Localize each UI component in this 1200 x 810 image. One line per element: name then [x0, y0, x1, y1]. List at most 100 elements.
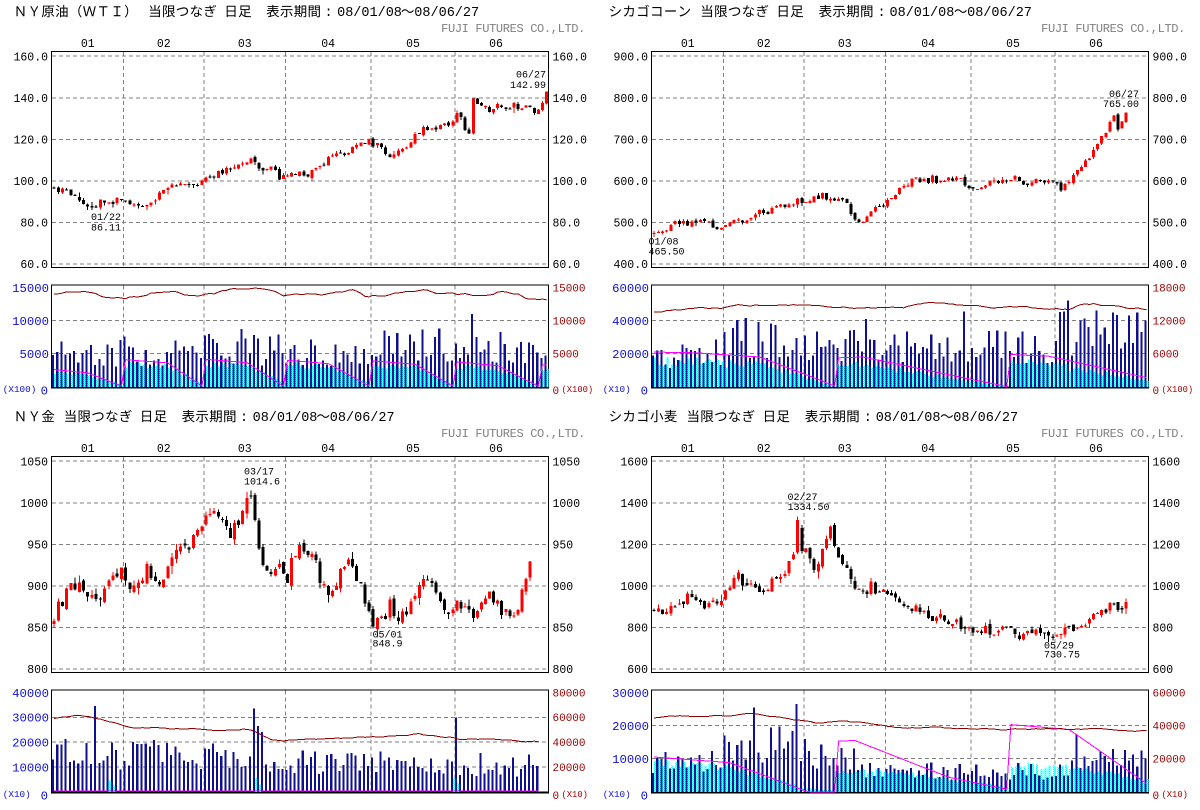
svg-text:1200: 1200	[620, 540, 648, 553]
svg-text:0: 0	[553, 791, 560, 803]
svg-text::: :	[864, 411, 872, 426]
svg-text:01: 01	[81, 443, 95, 456]
svg-text:6000: 6000	[1153, 350, 1179, 362]
svg-text:465.50: 465.50	[649, 248, 685, 259]
svg-text:700.0: 700.0	[1153, 134, 1188, 147]
svg-text:140.0: 140.0	[553, 93, 588, 106]
svg-text:05: 05	[406, 38, 420, 51]
svg-text:800: 800	[553, 664, 574, 677]
svg-text:0: 0	[41, 384, 48, 398]
svg-text:08/06/27: 08/06/27	[330, 411, 395, 426]
svg-text:400.0: 400.0	[613, 259, 648, 272]
svg-text:20000: 20000	[1153, 755, 1186, 767]
svg-text:FUJI FUTURES CO.,LTD.: FUJI FUTURES CO.,LTD.	[1041, 427, 1185, 441]
svg-text:120.0: 120.0	[553, 134, 588, 147]
svg-text:60.0: 60.0	[20, 259, 48, 272]
svg-text:800.0: 800.0	[613, 93, 648, 106]
svg-text:08/06/27: 08/06/27	[967, 6, 1032, 21]
svg-text:900: 900	[553, 581, 574, 594]
svg-text:800: 800	[627, 623, 648, 636]
svg-text:02: 02	[157, 38, 171, 51]
svg-text:1014.6: 1014.6	[244, 478, 280, 489]
svg-text:80.0: 80.0	[20, 218, 48, 231]
svg-text:06: 06	[489, 38, 503, 51]
svg-text:60000: 60000	[612, 282, 649, 296]
svg-text:0: 0	[641, 384, 648, 398]
svg-text:1050: 1050	[20, 456, 48, 469]
svg-text:500.0: 500.0	[1153, 218, 1188, 231]
svg-text:500.0: 500.0	[613, 218, 648, 231]
svg-text:140.0: 140.0	[13, 93, 48, 106]
svg-text:5000: 5000	[553, 350, 579, 362]
svg-text:700.0: 700.0	[613, 134, 648, 147]
svg-text:1050: 1050	[553, 456, 581, 469]
svg-text:40000: 40000	[12, 687, 49, 701]
svg-text:01/22: 01/22	[91, 212, 121, 224]
svg-text:08/01/08: 08/01/08	[890, 6, 955, 21]
svg-text:(X10): (X10)	[1162, 790, 1188, 800]
svg-text:12000: 12000	[1153, 317, 1186, 329]
svg-text:10000: 10000	[553, 317, 586, 329]
svg-text:60000: 60000	[1153, 688, 1186, 700]
svg-text:1400: 1400	[620, 498, 648, 511]
svg-text:20000: 20000	[612, 348, 649, 362]
svg-text:1000: 1000	[20, 498, 48, 511]
svg-text:08/06/27: 08/06/27	[953, 411, 1018, 426]
svg-text::: :	[325, 6, 333, 21]
svg-text:400.0: 400.0	[1153, 259, 1188, 272]
svg-text:950: 950	[553, 540, 574, 553]
svg-text:160.0: 160.0	[553, 51, 588, 64]
svg-text:900.0: 900.0	[1153, 51, 1188, 64]
svg-text:03: 03	[238, 443, 252, 456]
svg-text:10000: 10000	[12, 761, 49, 775]
svg-text:20000: 20000	[12, 737, 49, 751]
svg-text:20000: 20000	[612, 720, 649, 734]
svg-text:160.0: 160.0	[13, 51, 48, 64]
svg-text:600.0: 600.0	[1153, 176, 1188, 189]
svg-text:01/08: 01/08	[649, 237, 679, 249]
svg-text:02: 02	[157, 443, 171, 456]
svg-text:100.0: 100.0	[553, 176, 588, 189]
svg-text:600: 600	[627, 664, 648, 677]
svg-text:(X10): (X10)	[562, 790, 588, 800]
svg-text:05: 05	[1006, 38, 1020, 51]
svg-text:5000: 5000	[19, 348, 49, 362]
svg-text:86.11: 86.11	[91, 223, 121, 234]
svg-text:06: 06	[1089, 38, 1103, 51]
svg-text:(X100): (X100)	[1162, 385, 1194, 395]
svg-text:60000: 60000	[553, 713, 586, 725]
svg-text:03/17: 03/17	[244, 467, 274, 479]
svg-text:18000: 18000	[1153, 283, 1186, 295]
svg-text:0: 0	[641, 789, 648, 803]
svg-text:15000: 15000	[12, 282, 49, 296]
svg-text:01: 01	[681, 443, 695, 456]
svg-text:950: 950	[27, 540, 48, 553]
svg-text:06: 06	[1089, 443, 1103, 456]
svg-text:04: 04	[321, 38, 335, 51]
svg-text:800.0: 800.0	[1153, 93, 1188, 106]
svg-text:0: 0	[1153, 791, 1160, 803]
svg-text:01: 01	[681, 38, 695, 51]
svg-text::: :	[878, 6, 886, 21]
svg-text:10000: 10000	[12, 315, 49, 329]
svg-text:1400: 1400	[1153, 498, 1181, 511]
svg-text::: :	[240, 411, 248, 426]
svg-text:80.0: 80.0	[553, 218, 581, 231]
svg-text:03: 03	[238, 38, 252, 51]
svg-text:FUJI FUTURES CO.,LTD.: FUJI FUTURES CO.,LTD.	[1041, 22, 1185, 36]
svg-text:15000: 15000	[553, 283, 586, 295]
svg-text:04: 04	[321, 443, 335, 456]
svg-text:02: 02	[757, 443, 771, 456]
svg-text:FUJI FUTURES CO.,LTD.: FUJI FUTURES CO.,LTD.	[441, 427, 585, 441]
svg-text:848.9: 848.9	[373, 639, 403, 650]
svg-text:0: 0	[41, 789, 48, 803]
svg-text:(X100): (X100)	[3, 384, 36, 395]
svg-text:30000: 30000	[612, 687, 649, 701]
svg-text:900.0: 900.0	[613, 51, 648, 64]
svg-text:08/01/08: 08/01/08	[253, 411, 318, 426]
svg-text:FUJI FUTURES CO.,LTD.: FUJI FUTURES CO.,LTD.	[441, 22, 585, 36]
svg-text:01: 01	[81, 38, 95, 51]
svg-text:02: 02	[757, 38, 771, 51]
svg-text:1000: 1000	[1153, 581, 1181, 594]
svg-text:05: 05	[1006, 443, 1020, 456]
